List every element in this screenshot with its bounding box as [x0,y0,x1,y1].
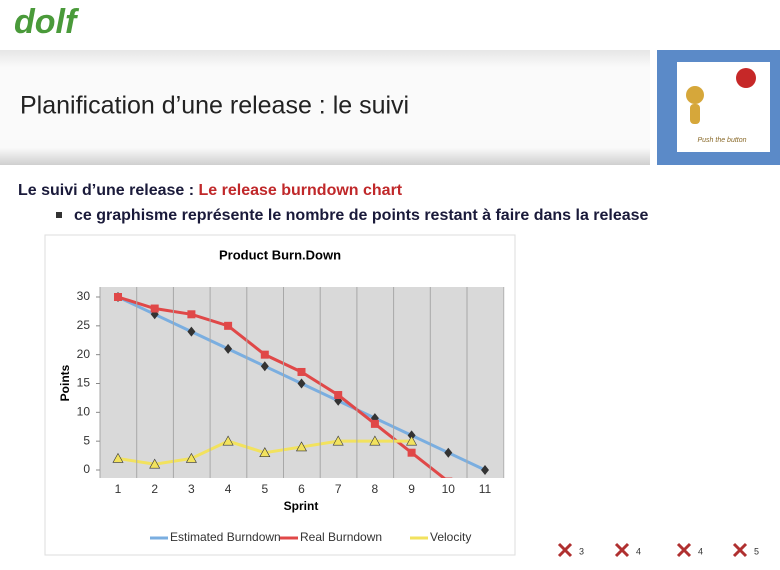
marker [185,452,197,463]
marker [295,441,308,452]
marker [370,419,379,428]
x-axis-label: Sprint [284,499,319,513]
bullet-marker [56,212,62,218]
heading-emphasis: Le release burndown chart [199,182,403,199]
footer-icon [557,542,573,558]
y-tick-label: 30 [77,289,91,303]
figure-head [686,86,704,104]
y-tick-label: 25 [77,318,91,332]
legend-label: Real Burndown [300,530,382,544]
x-tick-label: 8 [372,482,379,496]
chart-title: Product Burn.Down [219,247,341,262]
heading: Le suivi d’une release : Le release burn… [18,182,403,199]
footer-icon [676,542,692,558]
marker [112,452,124,463]
marker [260,361,269,372]
x-tick-label: 7 [335,482,342,496]
x-tick-label: 6 [298,482,305,496]
marker [259,447,271,457]
marker [481,465,489,475]
y-axis-label: Points [58,364,72,401]
y-tick-label: 5 [83,433,90,447]
marker [407,448,416,457]
legend-label: Velocity [430,530,471,544]
x-tick-label: 11 [479,482,492,496]
marker [407,430,416,441]
x-tick-label: 5 [261,482,268,496]
marker [297,367,306,376]
marker [332,435,344,446]
marker [150,304,159,313]
marker [224,343,233,354]
footer-icon [732,542,748,558]
slide-title: Planification d’une release : le suivi [20,92,409,120]
marker [222,435,234,446]
x-tick-label: 1 [115,482,122,496]
footer-number: 4 [636,546,641,556]
header-band [0,50,650,165]
y-tick-label: 10 [77,405,91,419]
y-tick-label: 0 [83,462,90,476]
marker [297,378,306,389]
marker [149,458,161,469]
y-tick-label: 15 [77,376,91,390]
marker [406,435,418,446]
footer-icon [614,542,630,558]
footer-number: 5 [754,546,759,556]
x-tick-label: 2 [151,482,158,496]
x-tick-label: 3 [188,482,195,496]
legend-label: Estimated Burndown [170,530,281,544]
footer-number: 4 [698,546,703,556]
figure-body [690,104,700,124]
marker [187,310,196,319]
x-tick-label: 10 [442,482,456,496]
marker [114,293,122,301]
heading-lead: Le suivi d’une release : [18,182,199,199]
marker [334,391,343,400]
y-tick-label: 20 [77,347,91,361]
marker [260,350,269,359]
button [736,68,756,88]
marker [187,326,196,337]
marker [444,477,453,478]
footer-number: 3 [579,546,584,556]
x-tick-label: 4 [225,482,232,496]
marker [444,447,453,458]
marker [369,435,381,446]
bullet-text: ce graphisme représente le nombre de poi… [74,207,649,224]
marker [224,321,233,330]
x-tick-label: 9 [408,482,415,496]
logo: dolf [14,3,80,41]
image-caption: Push the button [697,137,746,144]
